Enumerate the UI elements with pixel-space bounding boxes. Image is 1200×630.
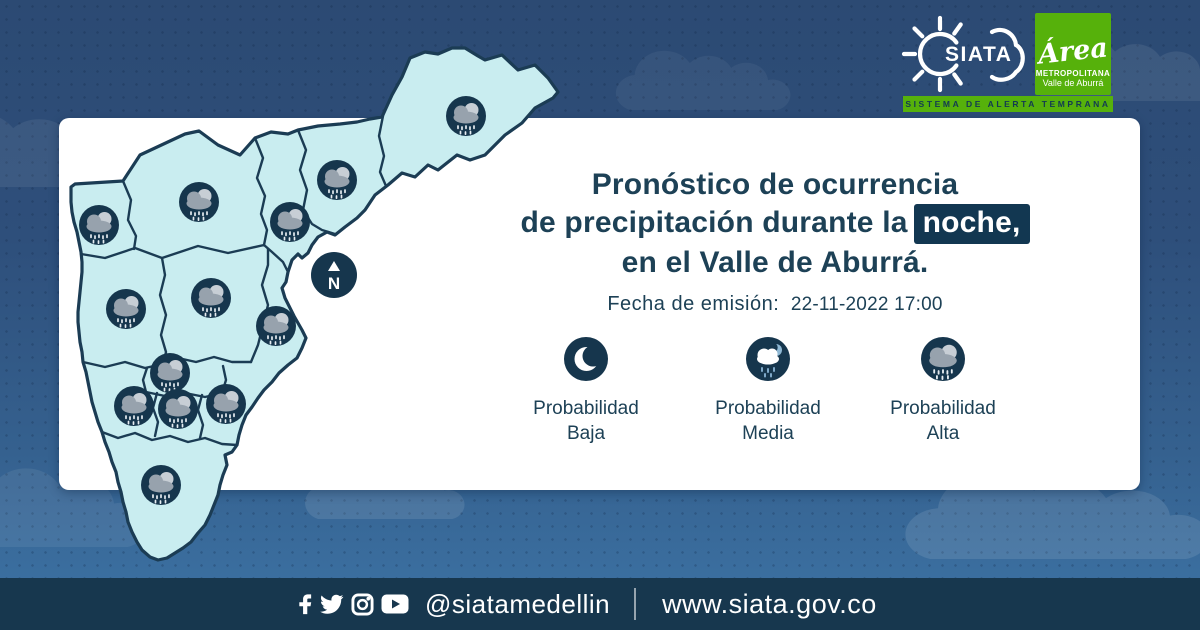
page-title: Pronóstico de ocurrencia de precipitació… — [480, 166, 1070, 282]
siata-logo-text: SIATA — [945, 43, 1012, 66]
area-line1: METROPOLITANA — [1035, 69, 1111, 78]
instagram-icon[interactable] — [351, 592, 374, 616]
facebook-icon[interactable] — [298, 592, 312, 616]
area-metropolitana-logo: Área METROPOLITANA Valle de Aburrá — [1035, 13, 1111, 95]
cloud-rain-icon — [921, 337, 965, 381]
highlight-noche: noche, — [913, 204, 1030, 244]
siata-logo: SIATA — [901, 15, 1025, 93]
emission-date: Fecha de emisión: 22-11-2022 17:00 — [480, 293, 1070, 316]
title-line-3: en el Valle de Aburrá. — [621, 246, 929, 279]
area-script-text: Área — [1036, 32, 1110, 71]
area-line2: Valle de Aburrá — [1042, 78, 1104, 88]
website-url[interactable]: www.siata.gov.co — [662, 588, 877, 619]
cloud-moon-rain-icon — [746, 337, 790, 381]
emission-value: 22-11-2022 17:00 — [790, 294, 943, 315]
social-icons — [298, 592, 409, 616]
moon-icon — [564, 337, 608, 381]
title-line-2: de precipitación durante la noche, — [480, 204, 1070, 244]
title-line-1: Pronóstico de ocurrencia — [591, 168, 959, 201]
legend-label: Probabilidad Media — [715, 398, 821, 444]
twitter-icon[interactable] — [319, 594, 344, 615]
social-handle[interactable]: @siatamedellin — [425, 588, 611, 619]
title-block: Pronóstico de ocurrencia de precipitació… — [480, 166, 1070, 316]
emission-label: Fecha de emisión: — [607, 293, 780, 315]
legend-item-media: Probabilidad Media — [683, 336, 853, 446]
legend-item-alta: Probabilidad Alta — [858, 336, 1028, 446]
footer-divider — [634, 588, 637, 620]
youtube-icon[interactable] — [381, 594, 409, 614]
tagline-text: SISTEMA DE ALERTA TEMPRANA — [905, 99, 1111, 109]
sun-cloud-icon — [901, 15, 1025, 93]
legend-item-baja: Probabilidad Baja — [501, 336, 671, 446]
legend-label: Probabilidad Alta — [890, 398, 996, 444]
footer-bar: @siatamedellin www.siata.gov.co — [0, 578, 1200, 630]
legend-label: Probabilidad Baja — [533, 398, 639, 444]
tagline-bar: SISTEMA DE ALERTA TEMPRANA — [903, 96, 1113, 112]
